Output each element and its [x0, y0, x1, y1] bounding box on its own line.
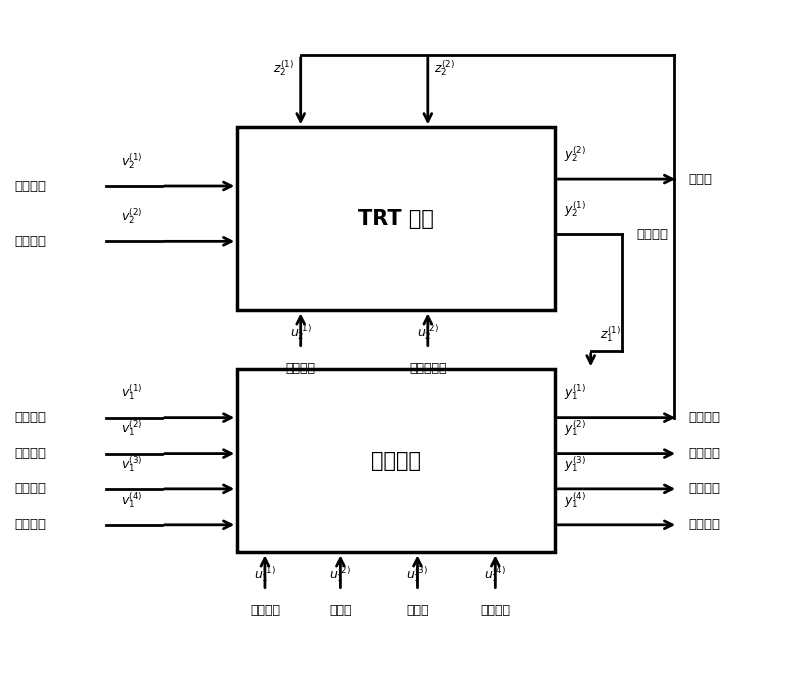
Text: $v_{2}^{(1)}$: $v_{2}^{(1)}$: [122, 151, 143, 171]
Text: $u_{1}^{(3)}$: $u_{1}^{(3)}$: [406, 565, 429, 585]
Text: 发电量: 发电量: [688, 173, 712, 185]
Text: $v_{1}^{(1)}$: $v_{1}^{(1)}$: [122, 383, 143, 402]
Text: 热风温度: 热风温度: [250, 604, 280, 618]
Text: 旁通阀开度: 旁通阀开度: [409, 362, 446, 375]
Text: $v_{1}^{(4)}$: $v_{1}^{(4)}$: [122, 490, 143, 510]
Text: 叶片积灰: 叶片积灰: [14, 235, 46, 248]
Text: 焦炭质量: 焦炭质量: [14, 519, 46, 531]
Text: $y_{2}^{(1)}$: $y_{2}^{(1)}$: [565, 199, 586, 219]
Text: TRT 装置: TRT 装置: [358, 209, 434, 229]
Text: $y_{1}^{(4)}$: $y_{1}^{(4)}$: [565, 490, 586, 510]
Text: $u_{1}^{(1)}$: $u_{1}^{(1)}$: [254, 565, 276, 585]
Text: 煤气热値: 煤气热値: [688, 519, 720, 531]
Bar: [237, 369, 555, 553]
Text: $u_{1}^{(4)}$: $u_{1}^{(4)}$: [484, 565, 506, 585]
Text: 煤气温度: 煤气温度: [688, 447, 720, 460]
Text: $y_{1}^{(1)}$: $y_{1}^{(1)}$: [565, 383, 586, 402]
Text: 高炉系统: 高炉系统: [371, 451, 421, 471]
Text: $v_{1}^{(2)}$: $v_{1}^{(2)}$: [122, 419, 143, 438]
Text: 热风流量: 热风流量: [480, 604, 510, 618]
Text: 静叶开度: 静叶开度: [286, 362, 316, 375]
Text: 炉内温度: 炉内温度: [688, 482, 720, 496]
Text: $v_{2}^{(2)}$: $v_{2}^{(2)}$: [122, 206, 143, 226]
Text: $y_{1}^{(3)}$: $y_{1}^{(3)}$: [565, 454, 586, 474]
Text: $z_2^{(1)}$: $z_2^{(1)}$: [274, 58, 294, 77]
Text: 富氧量: 富氧量: [329, 604, 352, 618]
Bar: [237, 128, 555, 310]
Text: $z_2^{(2)}$: $z_2^{(2)}$: [434, 58, 455, 77]
Text: $v_{1}^{(3)}$: $v_{1}^{(3)}$: [122, 454, 143, 474]
Text: 煤气流量: 煤气流量: [688, 411, 720, 424]
Text: 噔煤量: 噔煤量: [406, 604, 429, 618]
Text: 矿石成份: 矿石成份: [14, 482, 46, 496]
Text: 雷达料线: 雷达料线: [14, 180, 46, 192]
Text: 转鼓强度: 转鼓强度: [14, 447, 46, 460]
Text: $u_{2}^{(1)}$: $u_{2}^{(1)}$: [290, 323, 312, 342]
Text: $u_{2}^{(2)}$: $u_{2}^{(2)}$: [417, 323, 439, 342]
Text: $y_{2}^{(2)}$: $y_{2}^{(2)}$: [565, 144, 586, 164]
Text: 高炉顶压: 高炉顶压: [637, 228, 669, 241]
Text: $y_{1}^{(2)}$: $y_{1}^{(2)}$: [565, 419, 586, 438]
Text: $u_{1}^{(2)}$: $u_{1}^{(2)}$: [330, 565, 351, 585]
Text: $z_1^{(1)}$: $z_1^{(1)}$: [600, 324, 621, 344]
Text: 热风压力: 热风压力: [14, 411, 46, 424]
